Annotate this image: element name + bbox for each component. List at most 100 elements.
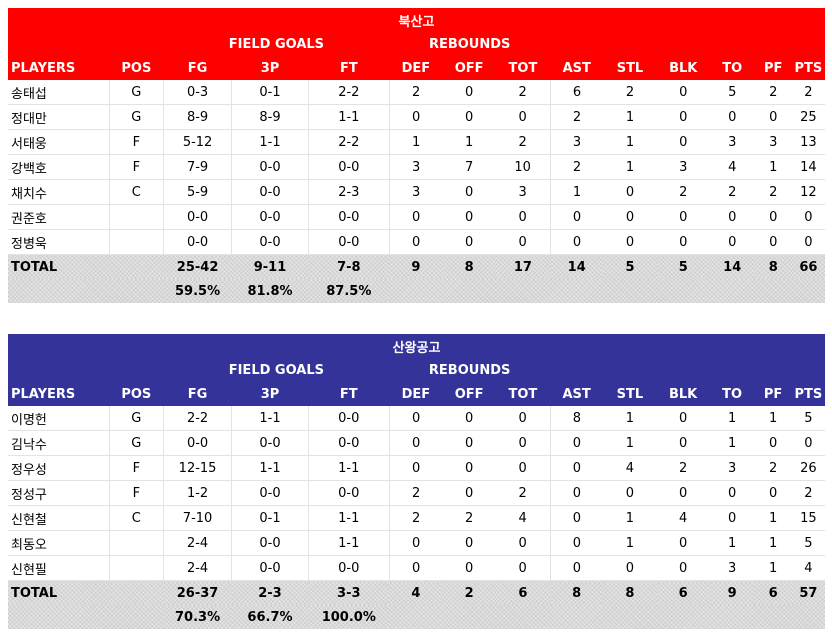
pos-cell: F bbox=[109, 129, 165, 155]
fg-cell: 8-9 bbox=[163, 104, 233, 130]
team-title-row: 북산고 bbox=[8, 8, 825, 32]
total-to: 9 bbox=[709, 580, 755, 605]
to-cell: 0 bbox=[709, 104, 755, 130]
percentage-row: 59.5% 81.8% 87.5% bbox=[8, 279, 825, 303]
pos-cell: G bbox=[109, 104, 165, 130]
pts-cell: 0 bbox=[791, 204, 825, 230]
off-cell: 0 bbox=[442, 406, 496, 431]
total-fg: 25-42 bbox=[163, 254, 232, 279]
ft-cell: 2-2 bbox=[308, 129, 390, 155]
player-name-cell: 신현필 bbox=[8, 555, 110, 581]
to-cell: 3 bbox=[709, 555, 755, 581]
pf-cell: 0 bbox=[754, 229, 792, 255]
def-cell: 2 bbox=[389, 480, 443, 506]
total-def: 9 bbox=[389, 254, 443, 279]
col-to: TO bbox=[709, 382, 755, 406]
col-pos: POS bbox=[109, 56, 164, 80]
pts-cell: 2 bbox=[791, 80, 825, 105]
blk-cell: 0 bbox=[656, 104, 710, 130]
to-cell: 1 bbox=[709, 530, 755, 556]
fg-cell: 2-2 bbox=[163, 406, 233, 431]
ast-cell: 0 bbox=[550, 204, 604, 230]
total-row: TOTAL 25-42 9-11 7-8 9 8 17 14 5 5 14 8 … bbox=[8, 254, 825, 279]
to-cell: 3 bbox=[709, 455, 755, 481]
to-cell: 2 bbox=[709, 179, 755, 205]
ft-cell: 0-0 bbox=[308, 555, 390, 581]
col-to: TO bbox=[709, 56, 755, 80]
pf-cell: 0 bbox=[754, 204, 792, 230]
def-cell: 1 bbox=[389, 129, 443, 155]
pf-cell: 2 bbox=[754, 80, 792, 105]
3p-cell: 1-1 bbox=[231, 129, 309, 155]
column-group-row: FIELD GOALS REBOUNDS bbox=[8, 358, 825, 382]
blk-cell: 0 bbox=[656, 406, 710, 431]
total-label: TOTAL bbox=[8, 580, 110, 605]
stl-cell: 0 bbox=[603, 229, 657, 255]
3p-cell: 0-1 bbox=[231, 505, 309, 531]
total-fg: 26-37 bbox=[163, 580, 232, 605]
player-name-cell: 이명헌 bbox=[8, 406, 110, 431]
ast-cell: 0 bbox=[550, 505, 604, 531]
rebounds-group-label: REBOUNDS bbox=[389, 32, 551, 56]
ft-percentage: 87.5% bbox=[308, 279, 390, 303]
col-fg: FG bbox=[163, 382, 232, 406]
col-def: DEF bbox=[389, 56, 443, 80]
total-pf: 8 bbox=[754, 254, 792, 279]
total-ft: 3-3 bbox=[308, 580, 390, 605]
blk-cell: 0 bbox=[656, 80, 710, 105]
to-cell: 3 bbox=[709, 129, 755, 155]
total-blk: 6 bbox=[656, 580, 710, 605]
col-ft: FT bbox=[308, 382, 390, 406]
col-players: PLAYERS bbox=[8, 382, 110, 406]
pts-cell: 15 bbox=[791, 505, 825, 531]
fg-cell: 5-12 bbox=[163, 129, 233, 155]
team-b-boxscore: 산왕공고 FIELD GOALS REBOUNDS PLAYERS POS FG… bbox=[8, 334, 825, 629]
ast-cell: 0 bbox=[550, 555, 604, 581]
col-pos: POS bbox=[109, 382, 164, 406]
blk-cell: 0 bbox=[656, 555, 710, 581]
total-pf: 6 bbox=[754, 580, 792, 605]
total-ft: 7-8 bbox=[308, 254, 390, 279]
pf-cell: 2 bbox=[754, 455, 792, 481]
blk-cell: 3 bbox=[656, 154, 710, 180]
player-row: 신현철 C 7-10 0-1 1-1 2 2 4 0 1 4 0 1 15 bbox=[8, 505, 825, 531]
ast-cell: 0 bbox=[550, 430, 604, 456]
pos-cell: C bbox=[109, 505, 164, 531]
total-off: 8 bbox=[442, 254, 496, 279]
pf-cell: 1 bbox=[754, 154, 792, 180]
3p-cell: 1-1 bbox=[231, 406, 309, 431]
player-row: 서태웅 F 5-12 1-1 2-2 1 1 2 3 1 0 3 3 13 bbox=[8, 129, 825, 155]
player-rows: 송태섭 G 0-3 0-1 2-2 2 0 2 6 2 0 5 2 2 정대만 G 8-9 8-9 1-1 0 0 0 2 1… bbox=[8, 80, 825, 255]
blk-cell: 0 bbox=[656, 129, 710, 155]
total-3p: 9-11 bbox=[231, 254, 309, 279]
col-ast: AST bbox=[550, 56, 604, 80]
fg-cell: 7-10 bbox=[163, 505, 233, 531]
total-ast: 14 bbox=[550, 254, 604, 279]
to-cell: 0 bbox=[709, 204, 755, 230]
ft-cell: 0-0 bbox=[308, 154, 390, 180]
player-name-cell: 강백호 bbox=[8, 154, 110, 180]
3p-cell: 0-0 bbox=[231, 229, 309, 255]
player-row: 신현필 2-4 0-0 0-0 0 0 0 0 0 0 3 1 4 bbox=[8, 555, 825, 581]
def-cell: 0 bbox=[389, 406, 443, 431]
percentage-row: 70.3% 66.7% 100.0% bbox=[8, 605, 825, 629]
col-off: OFF bbox=[442, 56, 496, 80]
total-stl: 8 bbox=[603, 580, 657, 605]
stl-cell: 0 bbox=[603, 179, 657, 205]
to-cell: 1 bbox=[709, 406, 755, 431]
field-goals-group-label: FIELD GOALS bbox=[163, 358, 390, 382]
def-cell: 3 bbox=[389, 154, 443, 180]
total-def: 4 bbox=[389, 580, 443, 605]
ast-cell: 0 bbox=[550, 480, 604, 506]
tot-cell: 0 bbox=[495, 555, 551, 581]
stl-cell: 1 bbox=[603, 530, 657, 556]
player-name-cell: 채치수 bbox=[8, 179, 110, 205]
stl-cell: 0 bbox=[603, 480, 657, 506]
pos-cell bbox=[109, 204, 165, 230]
3p-cell: 1-1 bbox=[231, 455, 309, 481]
stl-cell: 0 bbox=[603, 555, 657, 581]
def-cell: 0 bbox=[389, 204, 443, 230]
ast-cell: 1 bbox=[550, 179, 604, 205]
player-row: 이명헌 G 2-2 1-1 0-0 0 0 0 8 1 0 1 1 5 bbox=[8, 406, 825, 431]
fg-percentage: 70.3% bbox=[163, 605, 232, 629]
